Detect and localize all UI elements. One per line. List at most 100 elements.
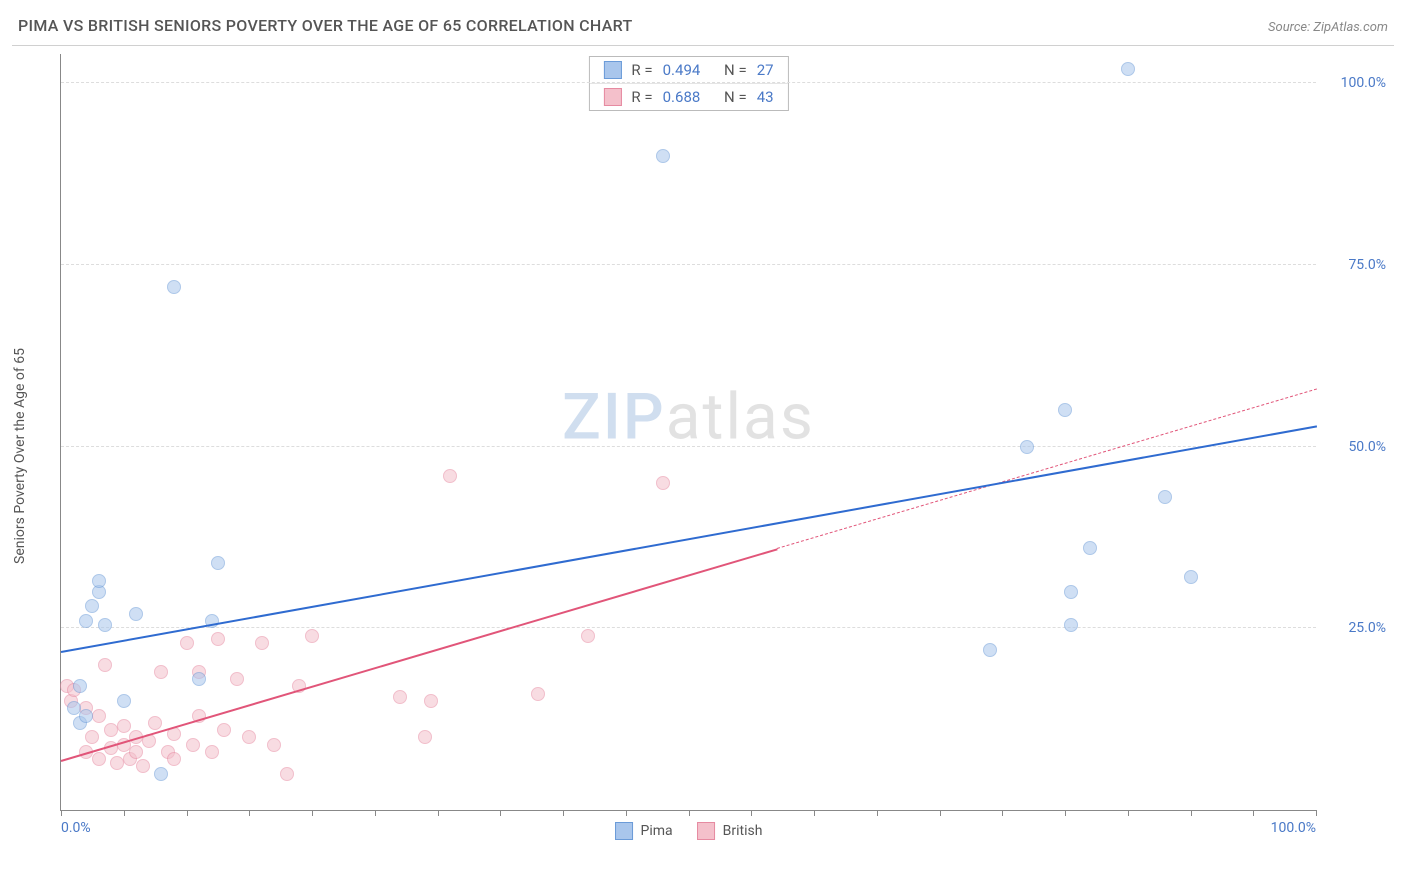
x-tick bbox=[563, 810, 564, 816]
data-point bbox=[167, 280, 181, 294]
chart-title: PIMA VS BRITISH SENIORS POVERTY OVER THE… bbox=[18, 16, 633, 35]
data-point bbox=[1158, 490, 1172, 504]
x-tick-label: 0.0% bbox=[61, 820, 91, 836]
data-point bbox=[180, 636, 194, 650]
x-tick-label: 100.0% bbox=[1271, 820, 1316, 836]
data-point bbox=[117, 694, 131, 708]
data-point bbox=[79, 614, 93, 628]
r-label: R = bbox=[631, 61, 652, 79]
data-point bbox=[217, 723, 231, 737]
watermark-prefix: ZIP bbox=[562, 379, 666, 454]
data-point bbox=[92, 752, 106, 766]
y-tick-label: 100.0% bbox=[1341, 75, 1386, 91]
gridline bbox=[61, 446, 1316, 447]
data-point bbox=[148, 716, 162, 730]
trend-line bbox=[61, 548, 777, 762]
data-point bbox=[230, 672, 244, 686]
x-tick bbox=[124, 810, 125, 816]
british-swatch-icon bbox=[697, 822, 715, 840]
r-label: R = bbox=[631, 88, 652, 106]
chart-area: Seniors Poverty Over the Age of 65 ZIPat… bbox=[12, 46, 1394, 866]
x-tick bbox=[1065, 810, 1066, 816]
british-r-value: 0.688 bbox=[663, 88, 701, 106]
data-point bbox=[418, 730, 432, 744]
y-tick-label: 50.0% bbox=[1348, 439, 1386, 455]
data-point bbox=[983, 643, 997, 657]
data-point bbox=[1184, 570, 1198, 584]
x-tick bbox=[940, 810, 941, 816]
data-point bbox=[393, 690, 407, 704]
x-tick bbox=[1191, 810, 1192, 816]
data-point bbox=[656, 149, 670, 163]
data-point bbox=[129, 607, 143, 621]
data-point bbox=[79, 709, 93, 723]
x-tick bbox=[312, 810, 313, 816]
data-point bbox=[305, 629, 319, 643]
data-point bbox=[280, 767, 294, 781]
pima-n-value: 27 bbox=[757, 61, 774, 79]
y-tick-label: 25.0% bbox=[1348, 620, 1386, 636]
legend-item-pima: Pima bbox=[615, 822, 673, 840]
data-point bbox=[656, 476, 670, 490]
trend-line bbox=[777, 389, 1317, 550]
pima-swatch-icon bbox=[615, 822, 633, 840]
watermark: ZIPatlas bbox=[562, 379, 815, 454]
british-label: British bbox=[723, 823, 763, 839]
data-point bbox=[267, 738, 281, 752]
x-tick bbox=[187, 810, 188, 816]
data-point bbox=[85, 599, 99, 613]
x-tick bbox=[1253, 810, 1254, 816]
data-point bbox=[1064, 585, 1078, 599]
british-swatch bbox=[603, 88, 621, 106]
legend-row-pima: R = 0.494 N = 27 bbox=[589, 57, 787, 83]
x-tick bbox=[877, 810, 878, 816]
data-point bbox=[581, 629, 595, 643]
data-point bbox=[211, 556, 225, 570]
x-tick bbox=[814, 810, 815, 816]
x-tick bbox=[249, 810, 250, 816]
x-tick bbox=[1316, 810, 1317, 816]
data-point bbox=[117, 719, 131, 733]
gridline bbox=[61, 264, 1316, 265]
british-n-value: 43 bbox=[757, 88, 774, 106]
data-point bbox=[1064, 618, 1078, 632]
x-tick bbox=[1002, 810, 1003, 816]
data-point bbox=[186, 738, 200, 752]
data-point bbox=[167, 752, 181, 766]
trend-line bbox=[61, 425, 1317, 653]
x-tick bbox=[1128, 810, 1129, 816]
data-point bbox=[98, 618, 112, 632]
n-label: N = bbox=[724, 61, 747, 79]
data-point bbox=[1083, 541, 1097, 555]
data-point bbox=[92, 709, 106, 723]
gridline bbox=[61, 82, 1316, 83]
data-point bbox=[154, 767, 168, 781]
x-tick bbox=[61, 810, 62, 816]
data-point bbox=[92, 574, 106, 588]
y-axis-label: Seniors Poverty Over the Age of 65 bbox=[12, 348, 28, 564]
data-point bbox=[1121, 62, 1135, 76]
watermark-suffix: atlas bbox=[666, 379, 815, 454]
correlation-legend: R = 0.494 N = 27 R = 0.688 N = 43 bbox=[588, 56, 788, 111]
data-point bbox=[98, 658, 112, 672]
data-point bbox=[154, 665, 168, 679]
gridline bbox=[61, 627, 1316, 628]
n-label: N = bbox=[724, 88, 747, 106]
data-point bbox=[531, 687, 545, 701]
chart-source: Source: ZipAtlas.com bbox=[1268, 20, 1388, 35]
data-point bbox=[73, 679, 87, 693]
data-point bbox=[205, 745, 219, 759]
x-tick bbox=[375, 810, 376, 816]
x-tick bbox=[500, 810, 501, 816]
chart-header: PIMA VS BRITISH SENIORS POVERTY OVER THE… bbox=[12, 12, 1394, 46]
data-point bbox=[85, 730, 99, 744]
plot-region: ZIPatlas R = 0.494 N = 27 R = 0.688 N = … bbox=[60, 54, 1316, 811]
data-point bbox=[136, 759, 150, 773]
data-point bbox=[129, 745, 143, 759]
data-point bbox=[1020, 440, 1034, 454]
data-point bbox=[424, 694, 438, 708]
pima-r-value: 0.494 bbox=[663, 61, 701, 79]
data-point bbox=[443, 469, 457, 483]
pima-label: Pima bbox=[641, 823, 673, 839]
legend-item-british: British bbox=[697, 822, 763, 840]
